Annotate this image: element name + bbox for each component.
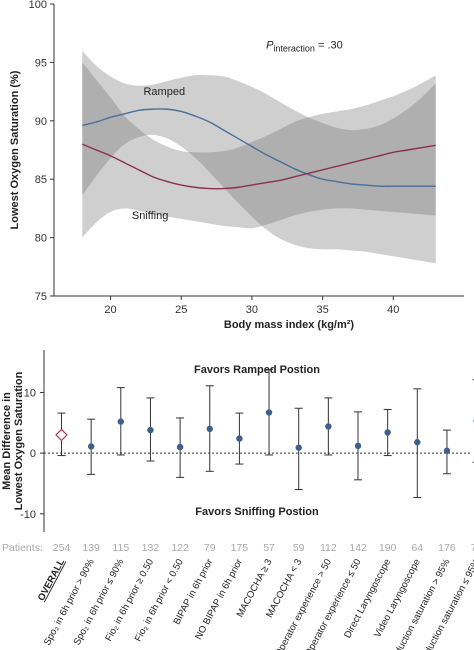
patient-count: 122 <box>171 542 189 554</box>
patient-count: 59 <box>293 542 305 554</box>
estimate-point <box>87 443 95 450</box>
ci-band-ramped <box>82 50 436 264</box>
patient-count: 64 <box>411 542 423 554</box>
estimate-point <box>325 423 332 430</box>
series-label-ramped: Ramped <box>143 86 185 98</box>
forest-y-axis-label-line2: Lowest Oxygen Saturation <box>13 371 25 510</box>
favors-ramped-label: Favors Ramped Postion <box>194 364 320 376</box>
y-tick-label: 90 <box>35 116 47 128</box>
patient-count: 254 <box>53 542 71 554</box>
y-axis-label: Lowest Oxygen Saturation (%) <box>9 70 21 229</box>
estimate-point <box>354 442 362 450</box>
y-tick-label: 95 <box>35 57 47 69</box>
estimate-point <box>295 444 302 451</box>
y-tick-label: 100 <box>29 0 47 11</box>
forest-y-tick-label: 0 <box>30 448 36 460</box>
patient-count: 132 <box>142 542 160 554</box>
estimate-point <box>147 426 154 434</box>
estimate-point <box>176 443 184 451</box>
series-label-sniffing: Sniffing <box>132 210 169 222</box>
estimate-point <box>265 409 273 416</box>
y-tick-label: 80 <box>35 233 47 245</box>
patient-count: 112 <box>320 542 337 554</box>
estimate-point <box>206 425 213 433</box>
x-tick-label: 20 <box>104 304 116 316</box>
series-line-sniffing <box>82 143 436 190</box>
category-label: OVERALL <box>36 557 67 603</box>
estimate-point <box>384 429 391 436</box>
patient-count: 115 <box>112 542 129 554</box>
patient-count: 77 <box>471 542 474 554</box>
x-tick-label: 35 <box>316 304 328 316</box>
patient-count: 79 <box>204 542 216 554</box>
estimate-point <box>443 447 451 454</box>
x-tick-label: 25 <box>175 304 187 316</box>
patient-count: 57 <box>263 542 275 554</box>
y-tick-label: 75 <box>35 291 47 303</box>
patient-count: 139 <box>82 542 100 554</box>
forest-y-axis-label-line1: Mean Difference in <box>1 392 13 490</box>
estimate-point <box>236 435 243 442</box>
forest-y-tick-label: 10 <box>24 387 36 399</box>
bmi-saturation-chart: 75 80 85 90 95 100 20 25 30 35 40 Ramped Sniffing Pin… <box>9 0 464 331</box>
patients-label: Patients: <box>2 542 43 554</box>
estimate-point <box>117 418 125 425</box>
patient-count: 190 <box>379 542 397 554</box>
patient-count: 176 <box>438 542 456 554</box>
forest-y-tick-label: -10 <box>20 509 36 521</box>
y-tick-label: 85 <box>35 174 47 186</box>
x-tick-label: 40 <box>387 304 399 316</box>
x-tick-label: 30 <box>246 304 258 316</box>
estimate-point <box>414 439 421 446</box>
patient-count: 175 <box>231 542 249 554</box>
patient-count: 142 <box>349 542 367 554</box>
forest-plot: -10 0 10 Favors Ramped Postion Favors Sniffi… <box>1 350 474 650</box>
series-line-ramped <box>82 108 436 187</box>
x-axis-label: Body mass index (kg/m²) <box>224 319 355 331</box>
overall-diamond-marker <box>55 428 68 442</box>
favors-sniffing-label: Favors Sniffing Postion <box>195 506 319 518</box>
p-interaction-annotation: Pinteraction = .30 <box>266 39 343 53</box>
